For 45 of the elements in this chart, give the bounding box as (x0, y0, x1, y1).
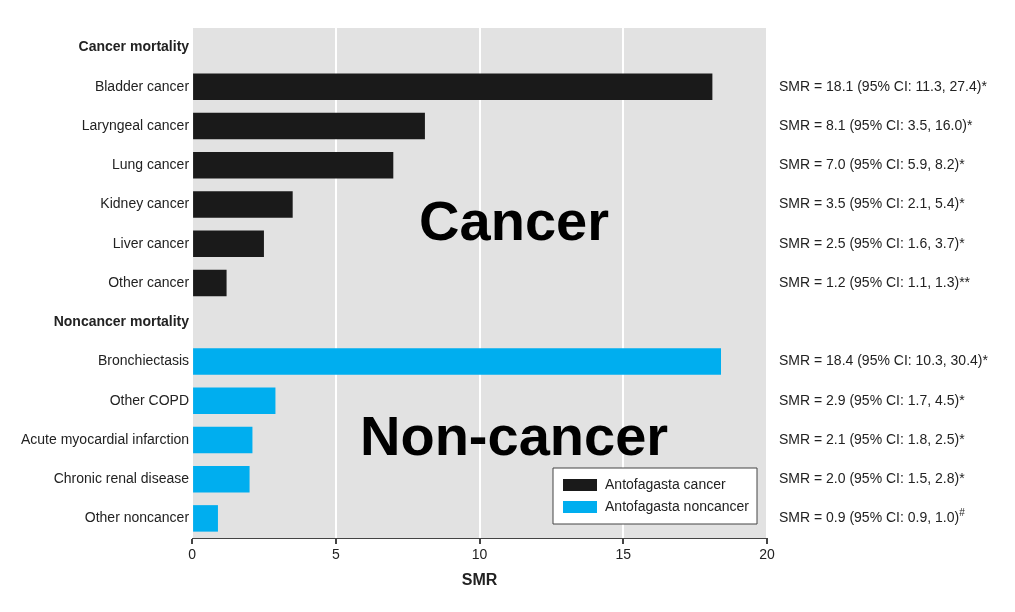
legend-label: Antofagasta cancer (605, 475, 726, 492)
y-tick-label: Lung cancer (112, 156, 190, 173)
text: SMR = 8.1 (95% CI: 3.5, 16.0)* (779, 116, 973, 133)
y-tick-label: Noncancer mortality (53, 313, 190, 330)
y-tick-label: Bronchiectasis (98, 352, 190, 369)
y-tick-label: Kidney cancer (100, 195, 190, 212)
text: SMR = 7.0 (95% CI: 5.9, 8.2)* (779, 156, 966, 173)
annotation: Cancer (419, 188, 609, 252)
legend-label: Antofagasta noncancer (605, 497, 750, 514)
bar (193, 112, 425, 140)
y-tick-label: Liver cancer (112, 234, 190, 251)
bar (193, 230, 264, 258)
y-tick-label: Acute myocardial infarction (21, 430, 190, 447)
text: SMR = 1.2 (95% CI: 1.1, 1.3)** (779, 273, 971, 290)
bar (193, 505, 218, 532)
bar (193, 269, 227, 297)
text: SMR = 18.4 (95% CI: 10.3, 30.4)* (779, 352, 989, 369)
x-axis-title: SMR (461, 570, 498, 588)
y-tick-label: Bladder cancer (94, 77, 190, 94)
y-tick-label: Other cancer (108, 273, 190, 290)
bar (193, 191, 293, 218)
y-tick-label: Cancer mortality (78, 38, 190, 55)
y-tick-label: Other noncancer (84, 509, 190, 526)
y-tick-label: Laryngeal cancer (81, 116, 190, 133)
y-tick-label: Other COPD (109, 391, 190, 408)
text: SMR = 2.0 (95% CI: 1.5, 2.8)* (779, 470, 966, 487)
text: SMR = 18.1 (95% CI: 11.3, 27.4)* (779, 77, 988, 94)
text: SMR = 2.9 (95% CI: 1.7, 4.5)* (779, 391, 966, 408)
bar (193, 426, 253, 454)
text: SMR = 3.5 (95% CI: 2.1, 5.4)* (779, 195, 966, 212)
annotation: Non-cancer (359, 404, 669, 468)
x-tick-label: 5 (331, 546, 340, 563)
x-tick-label: 15 (615, 546, 632, 563)
text: SMR = 2.1 (95% CI: 1.8, 2.5)* (779, 430, 966, 447)
bar (193, 152, 394, 179)
bar (193, 465, 250, 493)
text: SMR = 0.9 (95% CI: 0.9, 1.0)# (779, 507, 966, 526)
bar (193, 387, 276, 414)
x-tick-label: 10 (471, 546, 488, 563)
bar (193, 348, 722, 375)
bar (193, 73, 713, 101)
x-tick-label: 20 (759, 546, 775, 563)
y-tick-label: Chronic renal disease (53, 470, 190, 487)
text: SMR = 2.5 (95% CI: 1.6, 3.7)* (779, 234, 966, 251)
x-tick-label: 0 (188, 546, 197, 563)
